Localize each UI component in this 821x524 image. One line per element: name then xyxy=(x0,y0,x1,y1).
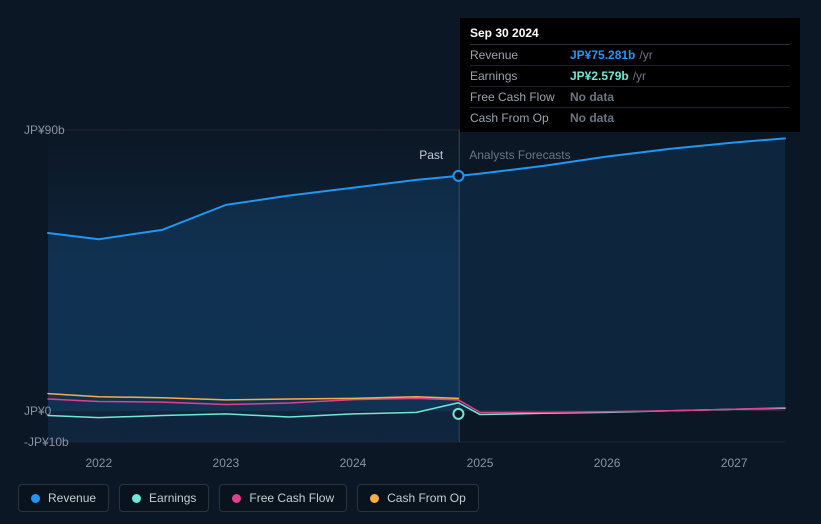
legend-label: Earnings xyxy=(149,491,196,505)
legend-item-revenue[interactable]: Revenue xyxy=(18,484,109,512)
tooltip-row: EarningsJP¥2.579b/yr xyxy=(470,66,790,87)
y-tick-label: JP¥0 xyxy=(24,404,51,418)
tooltip-row-label: Cash From Op xyxy=(470,111,570,125)
tooltip-row: Cash From OpNo data xyxy=(470,108,790,128)
legend-label: Cash From Op xyxy=(387,491,466,505)
x-tick-label: 2022 xyxy=(85,456,112,470)
tooltip-date: Sep 30 2024 xyxy=(470,26,790,45)
x-tick-label: 2023 xyxy=(213,456,240,470)
marker-earnings xyxy=(453,409,463,419)
tooltip-row: RevenueJP¥75.281b/yr xyxy=(470,45,790,66)
section-label-past: Past xyxy=(419,148,443,162)
tooltip-row-suffix: /yr xyxy=(633,69,646,83)
chart-legend: Revenue Earnings Free Cash Flow Cash From O… xyxy=(18,484,479,512)
tooltip-row-suffix: /yr xyxy=(639,48,652,62)
x-tick-label: 2025 xyxy=(467,456,494,470)
tooltip-row-label: Earnings xyxy=(470,69,570,83)
tooltip-row-value: No data xyxy=(570,90,618,104)
section-label-forecast: Analysts Forecasts xyxy=(469,148,570,162)
tooltip-row-value: JP¥2.579b xyxy=(570,69,633,83)
y-tick-label: -JP¥10b xyxy=(24,435,69,449)
legend-item-earnings[interactable]: Earnings xyxy=(119,484,209,512)
x-tick-label: 2026 xyxy=(594,456,621,470)
legend-swatch xyxy=(132,494,141,503)
tooltip-row-label: Free Cash Flow xyxy=(470,90,570,104)
legend-swatch xyxy=(370,494,379,503)
legend-swatch xyxy=(232,494,241,503)
x-tick-label: 2024 xyxy=(340,456,367,470)
y-tick-label: JP¥90b xyxy=(24,123,65,137)
legend-swatch xyxy=(31,494,40,503)
chart-tooltip: Sep 30 2024 RevenueJP¥75.281b/yrEarnings… xyxy=(460,18,800,132)
legend-label: Revenue xyxy=(48,491,96,505)
tooltip-row-label: Revenue xyxy=(470,48,570,62)
tooltip-row: Free Cash FlowNo data xyxy=(470,87,790,108)
legend-item-cfo[interactable]: Cash From Op xyxy=(357,484,479,512)
legend-item-fcf[interactable]: Free Cash Flow xyxy=(219,484,347,512)
legend-label: Free Cash Flow xyxy=(249,491,334,505)
x-tick-label: 2027 xyxy=(721,456,748,470)
marker-revenue xyxy=(453,171,463,181)
tooltip-row-value: JP¥75.281b xyxy=(570,48,639,62)
tooltip-row-value: No data xyxy=(570,111,618,125)
